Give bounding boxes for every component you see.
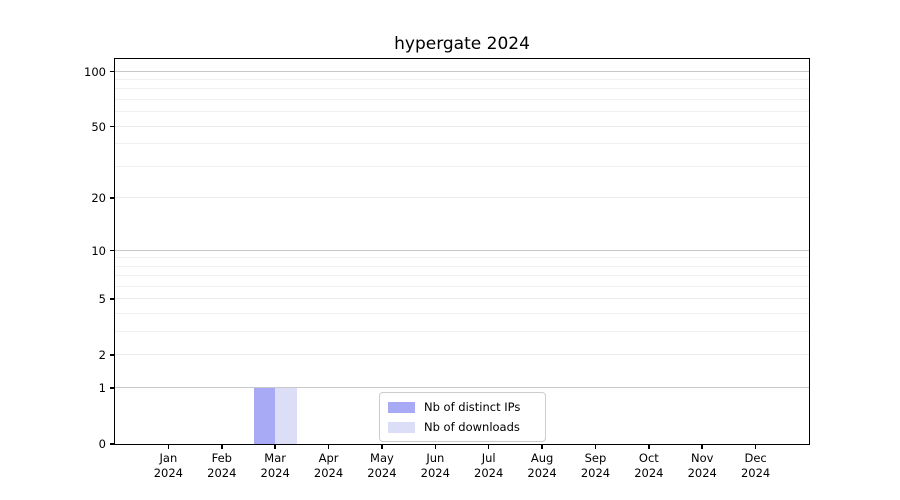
chart-title: hypergate 2024 (394, 34, 530, 54)
x-axis-ticks: Jan 2024 Feb 2024 Mar 2024 Apr 2024 May 2024 Jun 20… (115, 59, 809, 480)
x-tick-label-mar: Mar 2024 (260, 451, 290, 480)
gridline-minor-80 (115, 88, 809, 90)
x-tick-label-sep: Sep 2024 (580, 451, 611, 480)
y-tick-50 (110, 125, 114, 128)
y-tick-label-2: 2 (98, 348, 106, 363)
gridline-minor-90 (115, 78, 809, 80)
legend-swatch-distinct-ips (388, 401, 415, 413)
gridline-5 (115, 298, 809, 300)
legend: Nb of distinct IPs Nb of downloads (379, 392, 546, 442)
x-tick-jan (167, 445, 170, 449)
y-tick-1 (110, 387, 114, 389)
gridline-minor-40 (115, 143, 809, 145)
x-tick-label-dec: Dec 2024 (740, 451, 771, 480)
x-tick-jun (434, 445, 437, 449)
gridline-minor-7 (115, 275, 809, 277)
x-tick-label-nov: Nov 2024 (687, 451, 717, 480)
x-tick-label-may: May 2024 (367, 451, 397, 480)
y-tick-label-0: 0 (98, 437, 106, 451)
gridline-2 (115, 354, 809, 356)
x-tick-aug (541, 445, 543, 449)
bar-mar-downloads (275, 388, 297, 444)
legend-swatch-downloads (388, 421, 415, 433)
x-tick-mar (274, 445, 276, 449)
legend-label-distinct-ips: Nb of distinct IPs (424, 400, 521, 414)
gridline-minor-8 (115, 265, 809, 267)
x-tick-sep (594, 445, 597, 449)
x-tick-label-jan: Jan 2024 (153, 451, 184, 480)
gridline-minor-6 (115, 285, 809, 287)
x-tick-feb (221, 445, 223, 449)
gridline-100 (115, 70, 809, 72)
y-axis-ticks: 0 1 2 5 10 20 50 100 (84, 59, 809, 451)
x-tick-oct (648, 445, 650, 449)
y-tick-5 (110, 298, 114, 300)
x-tick-label-jul: Jul 2024 (474, 451, 504, 480)
y-tick-100 (110, 70, 114, 73)
x-tick-may (381, 445, 383, 449)
y-tick-label-100: 100 (84, 64, 106, 79)
y-tick-label-10: 10 (91, 243, 106, 258)
y-tick-label-50: 50 (91, 119, 106, 134)
x-tick-label-aug: Aug 2024 (527, 451, 557, 480)
x-tick-label-apr: Apr 2024 (313, 451, 344, 480)
y-tick-label-20: 20 (91, 191, 106, 206)
bar-layer (115, 59, 809, 444)
plot-area: 0 1 2 5 10 20 50 100 Jan 2024 Feb 2024 Mar 2024 Apr 20… (84, 58, 810, 480)
gridline-minor-9 (115, 257, 809, 259)
legend-label-downloads: Nb of downloads (424, 420, 520, 434)
legend-item-downloads: Nb of downloads (388, 418, 536, 436)
y-tick-label-1: 1 (98, 381, 106, 396)
x-tick-jul (487, 445, 490, 449)
gridline-minor-70 (115, 99, 809, 100)
x-tick-label-jun: Jun 2024 (420, 451, 450, 480)
bar-mar-distinct-ips (253, 388, 276, 444)
y-tick-2 (110, 354, 114, 356)
y-tick-10 (110, 249, 114, 251)
x-tick-dec (754, 445, 757, 449)
grid-layer (115, 59, 809, 444)
y-tick-20 (110, 197, 114, 199)
gridline-50 (115, 125, 809, 127)
gridline-10 (115, 249, 809, 251)
x-tick-label-oct: Oct 2024 (634, 451, 664, 480)
x-tick-apr (327, 445, 330, 449)
gridline-minor-30 (115, 165, 809, 167)
gridline-1 (115, 387, 809, 389)
gridline-minor-60 (115, 111, 809, 113)
gridline-minor-4 (115, 313, 809, 315)
gridline-20 (115, 197, 809, 199)
y-tick-0 (110, 443, 114, 445)
legend-item-distinct-ips: Nb of distinct IPs (388, 398, 536, 416)
x-tick-nov (701, 445, 703, 449)
x-tick-label-feb: Feb 2024 (207, 451, 237, 480)
y-tick-label-5: 5 (98, 292, 106, 307)
gridline-minor-3 (115, 331, 809, 333)
